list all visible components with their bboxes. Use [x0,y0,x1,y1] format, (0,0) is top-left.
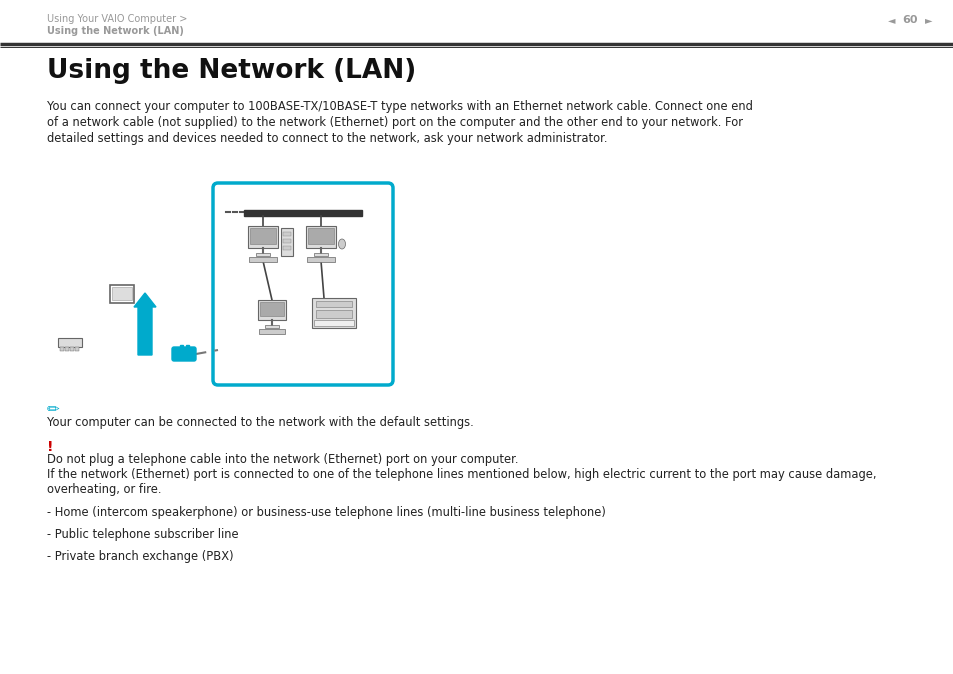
Bar [265,325,278,328]
Bar [186,345,189,349]
Bar [312,298,355,328]
FancyBboxPatch shape [213,183,393,385]
Bar [315,301,352,307]
Text: !: ! [47,440,53,454]
Ellipse shape [338,239,345,249]
Bar [112,287,132,300]
Text: 60: 60 [902,15,917,25]
Bar [248,226,277,248]
Bar [306,226,335,248]
Text: of a network cable (not supplied) to the network (Ethernet) port on the computer: of a network cable (not supplied) to the… [47,116,742,129]
Text: Using the Network (LAN): Using the Network (LAN) [47,58,416,84]
Bar [70,347,74,351]
FancyBboxPatch shape [172,347,195,361]
Text: ✏: ✏ [47,402,60,417]
Bar [314,320,354,326]
Text: - Home (intercom speakerphone) or business-use telephone lines (multi-line busin: - Home (intercom speakerphone) or busine… [47,506,605,519]
FancyArrow shape [133,293,156,355]
Bar [75,347,79,351]
Bar [283,232,291,236]
Bar [180,345,183,349]
Bar [315,310,352,318]
Text: ◄: ◄ [886,15,894,25]
Text: Using Your VAIO Computer >: Using Your VAIO Computer > [47,14,187,24]
Text: Do not plug a telephone cable into the network (Ethernet) port on your computer.: Do not plug a telephone cable into the n… [47,453,518,466]
Bar [110,285,133,303]
Bar [283,246,291,250]
Bar [314,253,328,256]
Bar [257,300,286,320]
Bar [260,302,284,316]
Bar [249,257,276,262]
Bar [244,210,361,216]
Bar [258,329,285,334]
Bar [255,253,270,256]
Bar [65,347,69,351]
Text: ►: ► [924,15,931,25]
Text: Your computer can be connected to the network with the default settings.: Your computer can be connected to the ne… [47,416,474,429]
Bar [308,228,334,244]
Text: Using the Network (LAN): Using the Network (LAN) [47,26,184,36]
Bar [281,228,293,256]
Text: detailed settings and devices needed to connect to the network, ask your network: detailed settings and devices needed to … [47,132,607,145]
Bar [283,239,291,243]
Text: overheating, or fire.: overheating, or fire. [47,483,161,496]
Text: You can connect your computer to 100BASE-TX/10BASE-T type networks with an Ether: You can connect your computer to 100BASE… [47,100,752,113]
Text: If the network (Ethernet) port is connected to one of the telephone lines mentio: If the network (Ethernet) port is connec… [47,468,876,481]
Bar [307,257,335,262]
Bar [250,228,275,244]
Bar [58,338,82,347]
Text: - Private branch exchange (PBX): - Private branch exchange (PBX) [47,550,233,563]
Text: - Public telephone subscriber line: - Public telephone subscriber line [47,528,238,541]
Bar [60,347,64,351]
